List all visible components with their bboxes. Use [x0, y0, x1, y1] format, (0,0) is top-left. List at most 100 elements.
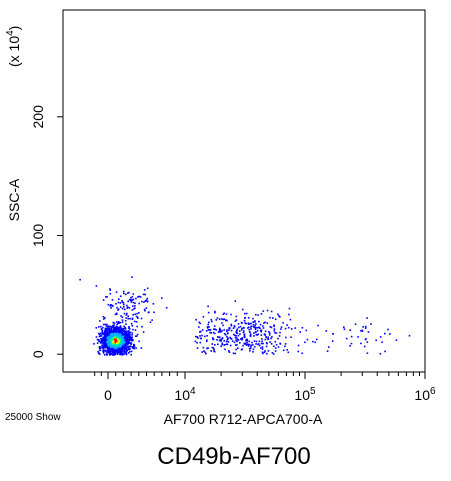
event-dot — [120, 335, 123, 338]
event-dot — [210, 350, 212, 352]
event-dot — [247, 317, 250, 319]
event-dot — [124, 308, 126, 311]
event-dot — [195, 335, 197, 338]
event-dot — [123, 325, 125, 328]
event-dot — [262, 325, 264, 327]
event-dot — [387, 328, 389, 331]
event-dot — [153, 311, 155, 314]
event-dot — [131, 317, 134, 320]
event-dot — [102, 316, 105, 318]
event-dot — [233, 325, 236, 327]
event-dot — [267, 336, 269, 339]
event-dot — [202, 346, 205, 349]
event-dot — [213, 325, 216, 327]
event-dot — [104, 317, 106, 319]
event-dot — [127, 300, 129, 303]
y-multiplier-exp: 4 — [5, 30, 16, 36]
event-dot — [127, 292, 129, 294]
event-dot — [250, 326, 252, 328]
event-dot — [240, 338, 242, 340]
event-dot — [284, 345, 286, 348]
event-dot — [225, 313, 228, 315]
event-dot — [121, 348, 124, 350]
event-dot — [117, 348, 119, 350]
event-dot — [108, 352, 110, 354]
event-dot — [289, 318, 292, 321]
event-dot — [364, 327, 367, 329]
event-dot — [237, 326, 240, 329]
event-dot — [107, 325, 110, 327]
event-dot — [235, 315, 238, 318]
event-dot — [117, 309, 119, 311]
event-dot — [133, 308, 135, 310]
event-dot — [199, 341, 202, 344]
event-dot — [220, 318, 223, 320]
event-dot — [209, 328, 211, 331]
event-dot — [109, 353, 112, 356]
event-dot — [279, 342, 281, 345]
event-dot — [274, 340, 277, 343]
event-dot — [277, 346, 280, 348]
event-dot — [118, 332, 120, 334]
event-dot — [111, 340, 113, 343]
event-dot — [242, 331, 245, 334]
event-dot — [130, 342, 133, 344]
event-dot — [240, 348, 243, 351]
y-multiplier-close: ) — [6, 26, 22, 31]
event-dot — [110, 345, 112, 347]
event-dot — [110, 329, 112, 332]
event-dot — [199, 335, 201, 337]
event-dot — [245, 343, 248, 346]
event-dot — [106, 330, 109, 332]
event-dot — [213, 348, 215, 350]
event-dot — [129, 333, 131, 336]
event-dot — [244, 312, 246, 315]
event-dot — [104, 336, 106, 339]
event-dot — [263, 351, 266, 354]
event-dot — [262, 342, 264, 345]
event-dot — [93, 343, 95, 345]
event-dot — [101, 331, 104, 334]
event-dot — [127, 317, 129, 320]
event-dot — [124, 350, 126, 353]
event-dot — [250, 328, 252, 330]
event-dot — [117, 321, 120, 323]
event-dot — [110, 350, 112, 353]
event-dot — [345, 337, 348, 340]
event-dot — [125, 314, 128, 316]
event-dot — [266, 309, 269, 312]
event-dot — [106, 346, 109, 349]
event-dot — [107, 303, 110, 306]
event-dot — [117, 340, 119, 342]
event-dot — [119, 331, 121, 333]
event-dot — [243, 342, 246, 345]
event-dot — [254, 328, 257, 331]
event-dot — [264, 334, 267, 336]
event-dot — [282, 322, 284, 324]
event-dot — [132, 301, 135, 304]
event-dot — [128, 326, 130, 328]
event-dot — [114, 313, 117, 316]
event-dot — [99, 349, 101, 352]
event-dot — [258, 340, 261, 343]
event-dot — [103, 344, 105, 347]
event-dot — [117, 301, 120, 304]
event-dot — [134, 302, 136, 305]
events-label: 25000 Show — [5, 412, 61, 423]
event-dot — [252, 317, 254, 320]
event-dot — [206, 335, 208, 337]
event-dot — [273, 345, 275, 348]
event-dot — [132, 305, 134, 307]
event-dot — [221, 337, 223, 340]
event-dot — [111, 343, 113, 345]
event-dot — [235, 335, 237, 337]
event-dot — [257, 314, 259, 316]
event-dot — [127, 340, 129, 343]
event-dot — [111, 329, 113, 331]
event-dot — [144, 300, 147, 302]
event-dot — [128, 298, 131, 301]
event-dot — [266, 322, 269, 324]
event-dot — [105, 329, 107, 331]
event-dot — [201, 334, 203, 337]
event-dot — [132, 328, 134, 331]
